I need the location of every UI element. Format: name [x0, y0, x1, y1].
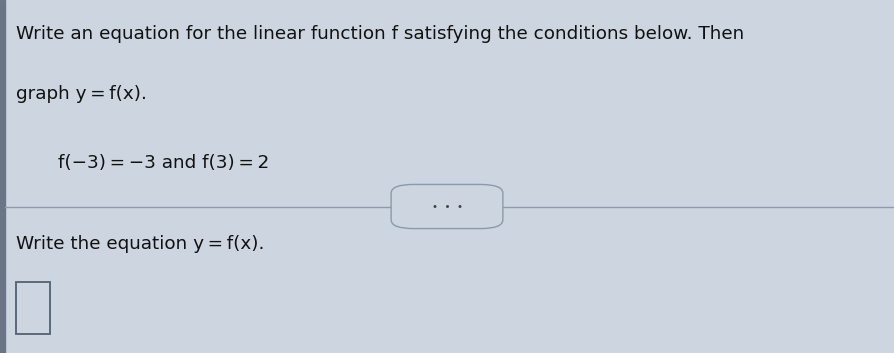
Text: •  •  •: • • • — [432, 202, 462, 211]
Text: f(−3) = −3 and f(3) = 2: f(−3) = −3 and f(3) = 2 — [58, 154, 269, 172]
Text: Write the equation y = f(x).: Write the equation y = f(x). — [16, 235, 265, 253]
Text: Write an equation for the linear function f satisfying the conditions below. The: Write an equation for the linear functio… — [16, 25, 745, 43]
FancyBboxPatch shape — [16, 282, 50, 334]
Bar — [0, 0, 5, 353]
Text: graph y = f(x).: graph y = f(x). — [16, 85, 147, 103]
FancyBboxPatch shape — [392, 184, 502, 229]
